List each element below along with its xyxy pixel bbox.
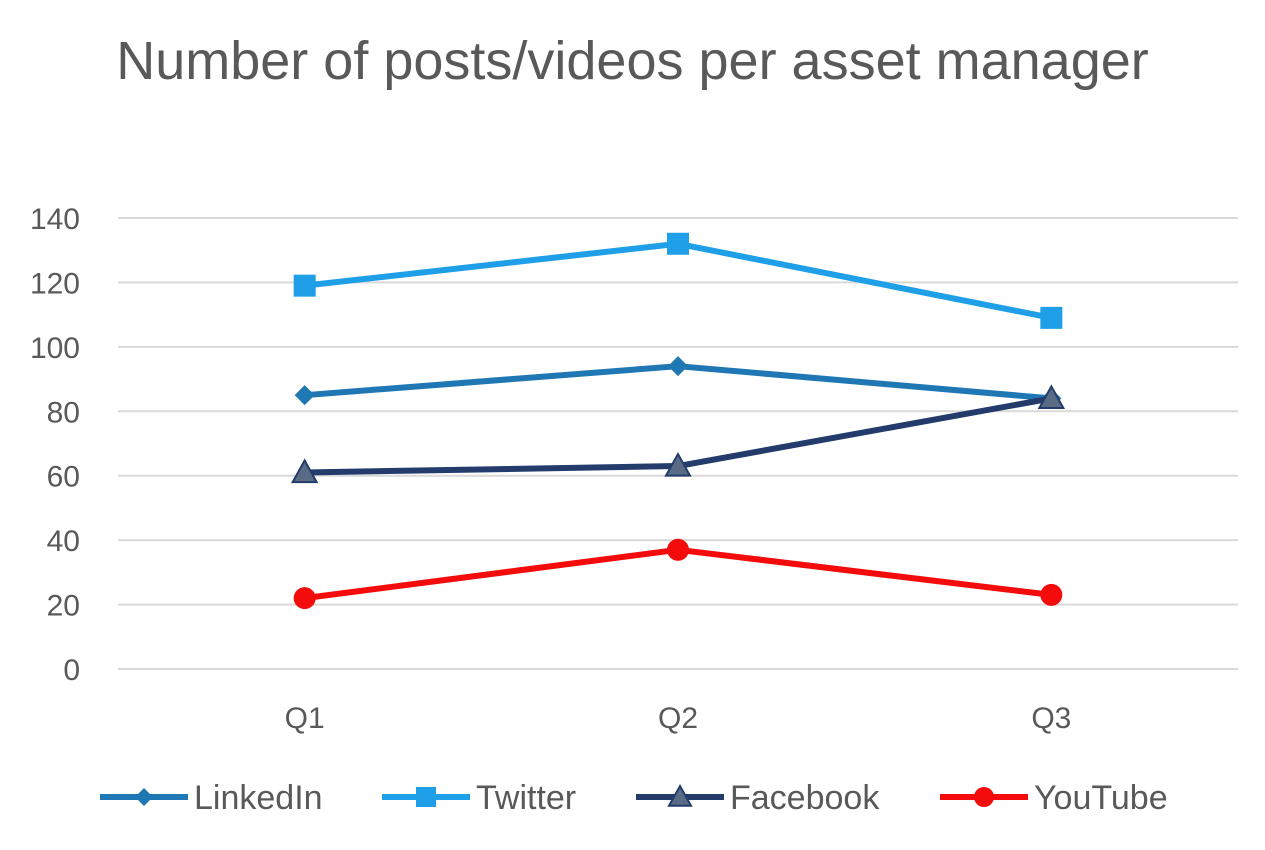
marker-diamond bbox=[294, 385, 315, 406]
marker-diamond bbox=[135, 788, 153, 806]
y-tick-label: 0 bbox=[63, 654, 80, 687]
y-tick-label: 20 bbox=[47, 590, 80, 623]
marker-circle bbox=[667, 538, 689, 561]
y-tick-label: 120 bbox=[30, 267, 80, 300]
marker-diamond bbox=[668, 356, 688, 377]
marker-square bbox=[667, 232, 689, 255]
marker-square bbox=[1040, 306, 1063, 329]
chart-title: Number of posts/videos per asset manager bbox=[116, 31, 1149, 91]
marker-circle bbox=[1040, 583, 1063, 606]
x-tick-label: Q3 bbox=[1031, 702, 1071, 735]
y-tick-label: 60 bbox=[47, 461, 80, 494]
x-tick-label: Q2 bbox=[658, 702, 698, 735]
series-line-twitter bbox=[304, 240, 1052, 321]
legend-label: Twitter bbox=[476, 779, 576, 817]
marker-triangle bbox=[664, 451, 692, 477]
marker-square bbox=[416, 787, 436, 807]
y-tick-label: 80 bbox=[47, 396, 80, 429]
x-tick-label: Q1 bbox=[285, 702, 325, 735]
marker-triangle bbox=[1037, 384, 1066, 409]
y-tick-label: 40 bbox=[47, 525, 80, 558]
marker-circle bbox=[974, 787, 994, 807]
marker-square bbox=[293, 274, 316, 297]
marker-circle bbox=[293, 587, 316, 610]
legend-label: LinkedIn bbox=[194, 779, 323, 817]
marker-triangle bbox=[667, 783, 693, 807]
marker-triangle bbox=[290, 458, 319, 484]
legend-label: YouTube bbox=[1034, 779, 1168, 817]
y-tick-label: 140 bbox=[30, 203, 80, 236]
y-tick-label: 100 bbox=[30, 332, 80, 365]
legend-label: Facebook bbox=[730, 779, 880, 817]
